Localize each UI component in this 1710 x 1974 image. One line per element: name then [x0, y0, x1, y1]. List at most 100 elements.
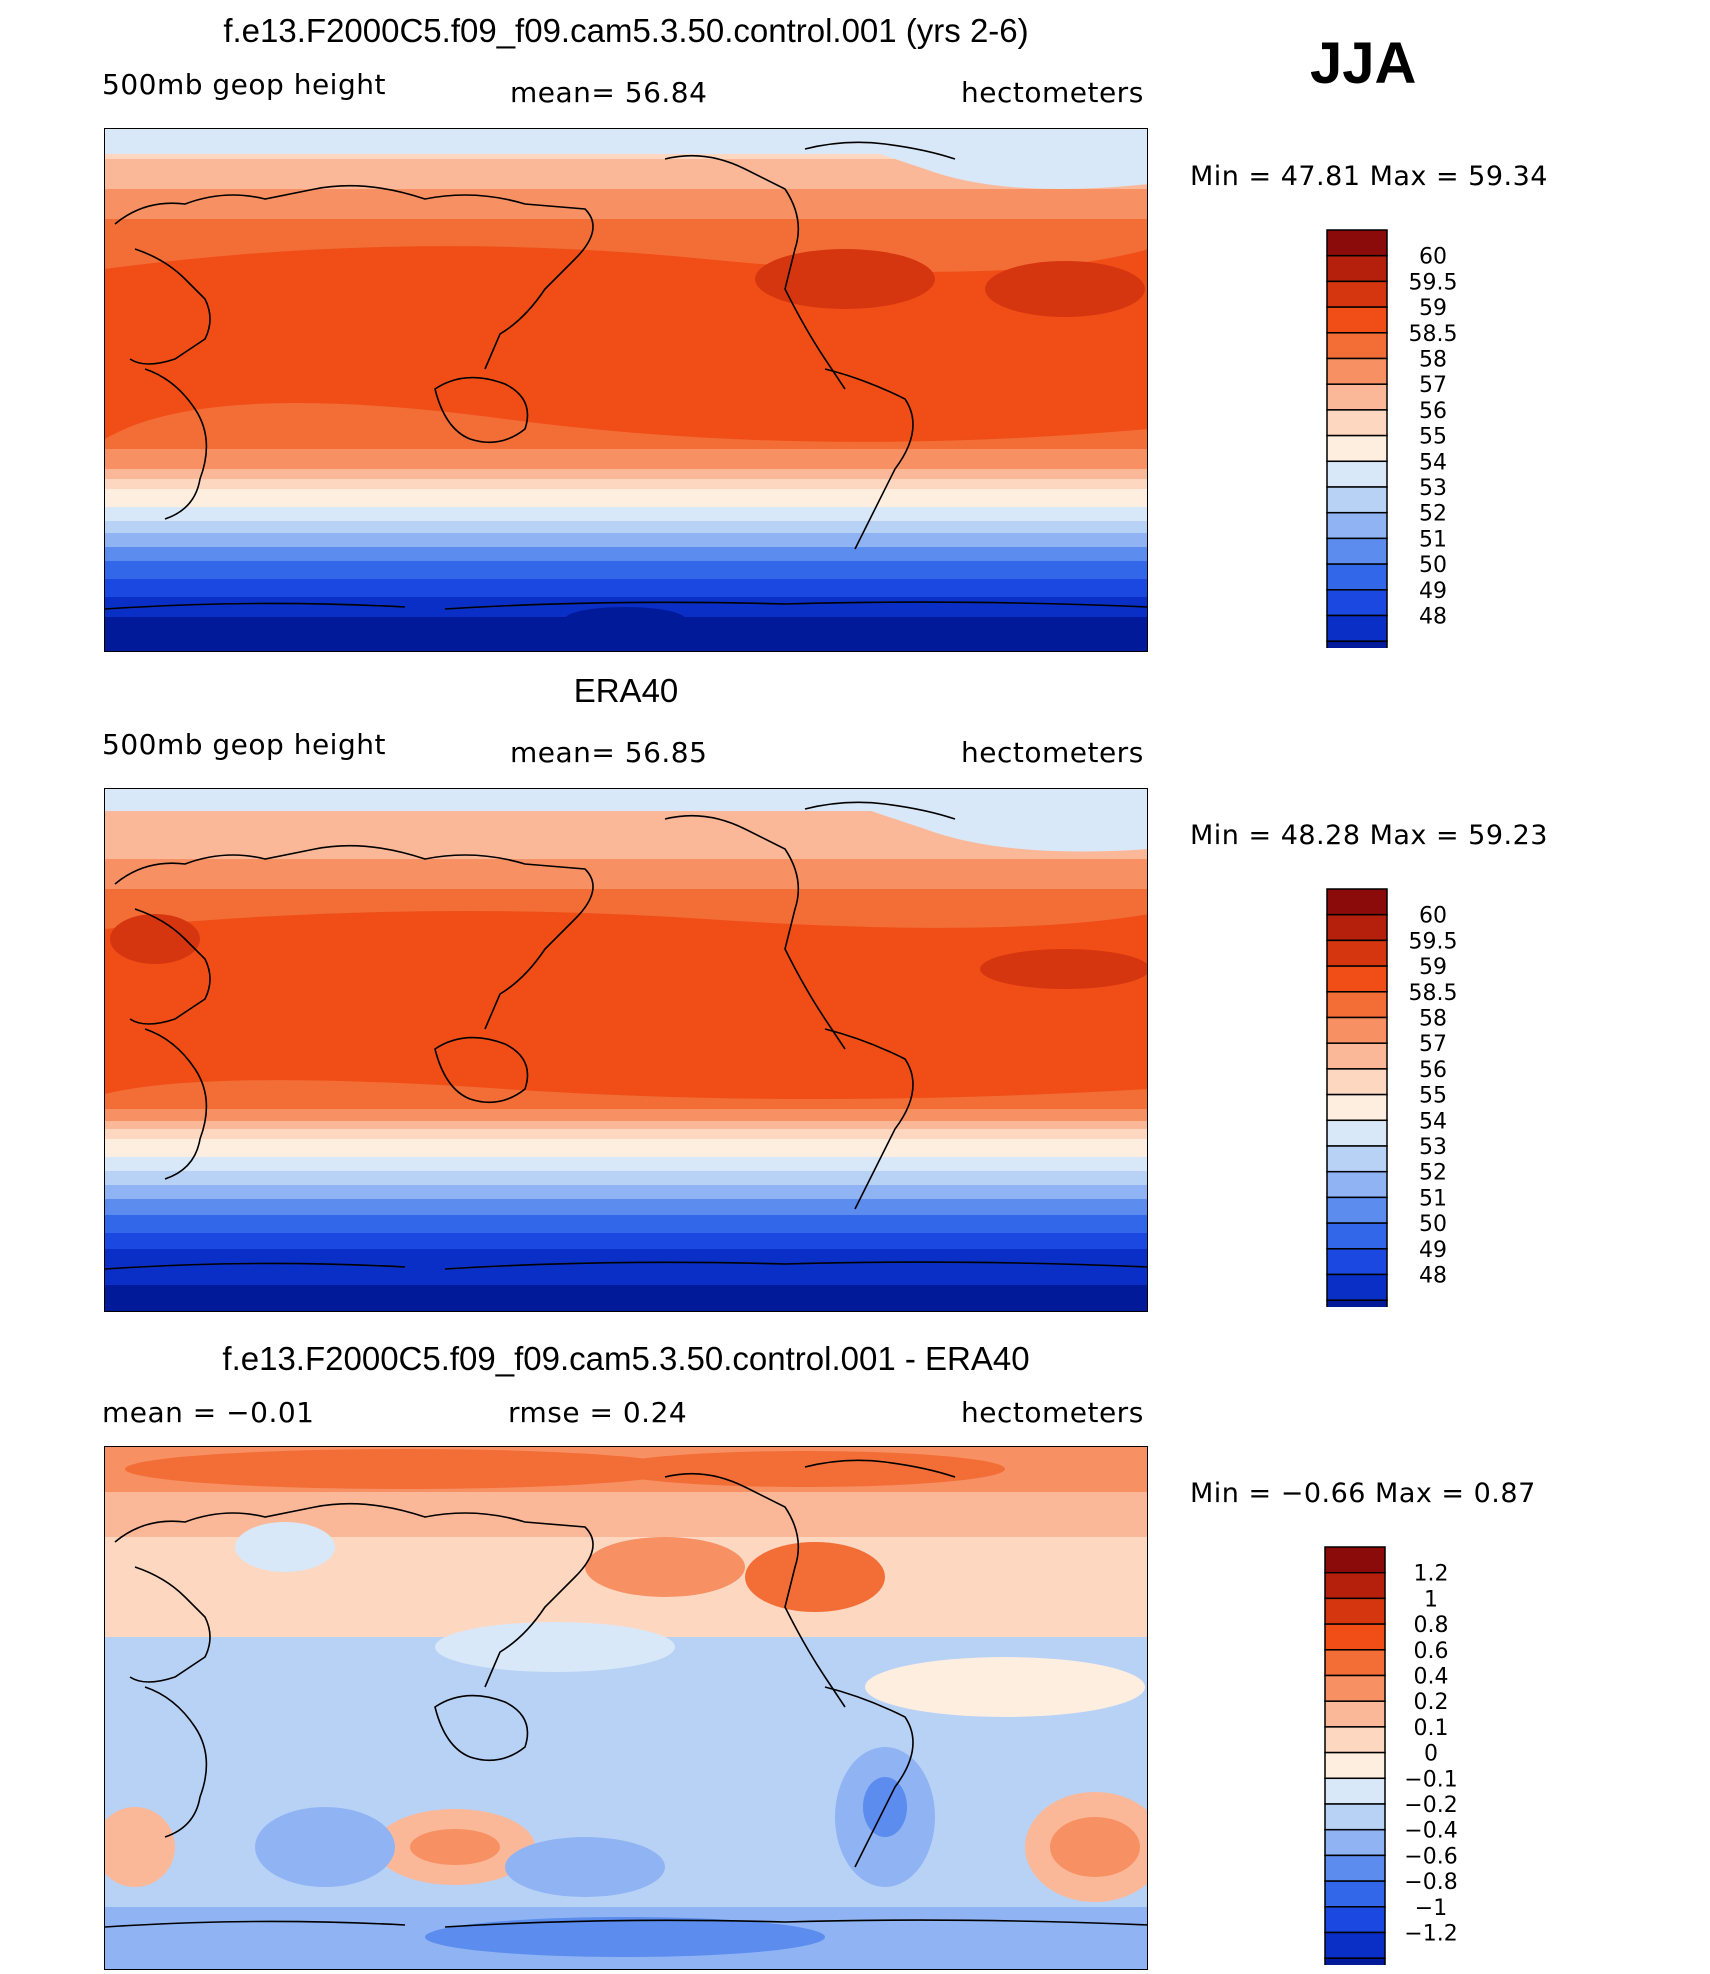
colorbar-swatch [1324, 1880, 1386, 1908]
colorbar-swatch [1326, 357, 1388, 385]
colorbar-swatch [1326, 991, 1388, 1019]
colorbar-swatch [1326, 939, 1388, 967]
panel1-units-label: hectometers [961, 76, 1144, 109]
colorbar-swatch [1326, 1119, 1388, 1147]
colorbar-swatch [1324, 1726, 1386, 1754]
colorbar-tick-label: 50 [1419, 1212, 1447, 1237]
colorbar-swatch [1326, 254, 1388, 283]
colorbar-swatch [1326, 888, 1388, 916]
panel3-colorbar-svg: 1.210.80.60.40.20.10−0.1−0.2−0.4−0.6−0.8… [1324, 1546, 1458, 1974]
colorbar-swatch [1326, 965, 1388, 993]
panel1-map [104, 128, 1148, 652]
colorbar-swatch [1326, 332, 1388, 360]
colorbar-swatch [1326, 460, 1388, 488]
panel1-mean-label: mean= 56.84 [510, 76, 708, 109]
colorbar-swatch [1324, 1828, 1386, 1857]
colorbar-tick-label: 54 [1419, 450, 1447, 475]
colorbar-swatch [1324, 1674, 1386, 1702]
colorbar-swatch [1324, 1751, 1386, 1780]
panel3-colorbar: 1.2 1 0.8 0.6 0.4 0.2 0.1 0 −0.1 −0.2 −0.4 −0.6 −0.8… [1323, 1545, 1543, 1974]
colorbar-swatch [1326, 280, 1388, 308]
panel2-units-label: hectometers [961, 736, 1144, 769]
panel3-title: f.e13.F2000C5.f09_f09.cam5.3.50.control.… [222, 1340, 1030, 1377]
colorbar-swatch [1326, 486, 1388, 514]
colorbar-swatch [1326, 1093, 1388, 1122]
colorbar-swatch [1324, 1623, 1386, 1651]
colorbar-tick-label: 1.2 [1414, 1562, 1449, 1587]
colorbar-swatch [1326, 1299, 1388, 1327]
panel3-map [104, 1446, 1148, 1970]
colorbar-tick-label: 58 [1419, 348, 1447, 373]
panel3-units-label: hectometers [961, 1396, 1144, 1429]
colorbar-tick-label: 0.6 [1414, 1639, 1449, 1664]
colorbar-swatch [1324, 1957, 1386, 1974]
panel2-colorbar: 60 59.5 59 58.5 58 57 56 55 54 53 52 51 50 49 48 [1325, 887, 1545, 1327]
colorbar-swatch [1326, 1248, 1388, 1276]
panel1-map-svg [105, 129, 1147, 651]
colorbar-tick-label: 55 [1419, 425, 1447, 450]
colorbar-tick-label: 58.5 [1409, 981, 1458, 1006]
colorbar-tick-label: 53 [1419, 1135, 1447, 1160]
colorbar-swatch [1326, 589, 1388, 617]
panel2-map [104, 788, 1148, 1312]
colorbar-tick-label: 48 [1419, 605, 1447, 630]
panel2-mean-label: mean= 56.85 [510, 736, 708, 769]
colorbar-tick-label: 54 [1419, 1109, 1447, 1134]
panel3-map-svg [105, 1447, 1147, 1969]
colorbar-tick-label: 57 [1419, 1032, 1447, 1057]
colorbar-tick-label: 50 [1419, 553, 1447, 578]
colorbar-swatch [1326, 537, 1388, 565]
colorbar-swatch [1324, 1571, 1386, 1600]
panel2-map-svg [105, 789, 1147, 1311]
colorbar-swatch [1324, 1906, 1386, 1934]
colorbar-swatch [1326, 1145, 1388, 1173]
panel2-minmax: Min = 48.28 Max = 59.23 [1190, 820, 1548, 851]
colorbar-tick-label: 0 [1424, 1742, 1438, 1767]
panel1-minmax: Min = 47.81 Max = 59.34 [1190, 161, 1548, 192]
colorbar-swatch [1326, 511, 1388, 540]
colorbar-swatch [1326, 1170, 1388, 1199]
colorbar-swatch [1326, 563, 1388, 591]
colorbar-swatch [1326, 1042, 1388, 1070]
panel1-colorbar: 60 59.5 59 58.5 58 57 56 55 54 53 52 51 50 49 48 [1325, 228, 1545, 668]
colorbar-tick-label: 49 [1419, 1238, 1447, 1263]
panel2-title: ERA40 [573, 672, 679, 709]
colorbar-tick-label: 58.5 [1409, 322, 1458, 347]
colorbar-swatch [1326, 229, 1388, 257]
colorbar-tick-label: −0.6 [1404, 1844, 1457, 1869]
colorbar-tick-label: −0.2 [1404, 1793, 1457, 1818]
colorbar-swatch [1326, 1273, 1388, 1301]
colorbar-swatch [1324, 1700, 1386, 1728]
colorbar-swatch [1326, 1222, 1388, 1250]
colorbar-swatch [1324, 1546, 1386, 1574]
colorbar-swatch [1324, 1854, 1386, 1882]
colorbar-swatch [1324, 1777, 1386, 1805]
colorbar-swatch [1324, 1597, 1386, 1625]
colorbar-tick-label: 1 [1424, 1587, 1438, 1612]
colorbar-tick-label: 51 [1419, 527, 1447, 552]
colorbar-tick-label: 0.2 [1414, 1690, 1449, 1715]
colorbar-tick-label: −0.4 [1404, 1819, 1457, 1844]
colorbar-swatch [1326, 1196, 1388, 1224]
panel2-variable-label: 500mb geop height [102, 728, 386, 761]
colorbar-swatch [1324, 1649, 1386, 1677]
colorbar-swatch [1326, 383, 1388, 411]
colorbar-tick-label: 48 [1419, 1264, 1447, 1289]
colorbar-tick-label: 49 [1419, 579, 1447, 604]
colorbar-swatch [1326, 1068, 1388, 1096]
colorbar-tick-label: 59.5 [1409, 929, 1458, 954]
panel1-title: f.e13.F2000C5.f09_f09.cam5.3.50.control.… [223, 12, 1029, 49]
colorbar-swatch [1326, 640, 1388, 668]
colorbar-tick-label: 52 [1419, 502, 1447, 527]
colorbar-swatch [1326, 614, 1388, 642]
colorbar-tick-label: 52 [1419, 1161, 1447, 1186]
colorbar-tick-label: 59 [1419, 955, 1447, 980]
colorbar-tick-label: 0.8 [1414, 1613, 1449, 1638]
colorbar-tick-label: 58 [1419, 1007, 1447, 1032]
season-label: JJA [1310, 31, 1417, 96]
colorbar-tick-label: 55 [1419, 1084, 1447, 1109]
colorbar-swatch [1324, 1803, 1386, 1831]
panel1-variable-label: 500mb geop height [102, 68, 386, 101]
